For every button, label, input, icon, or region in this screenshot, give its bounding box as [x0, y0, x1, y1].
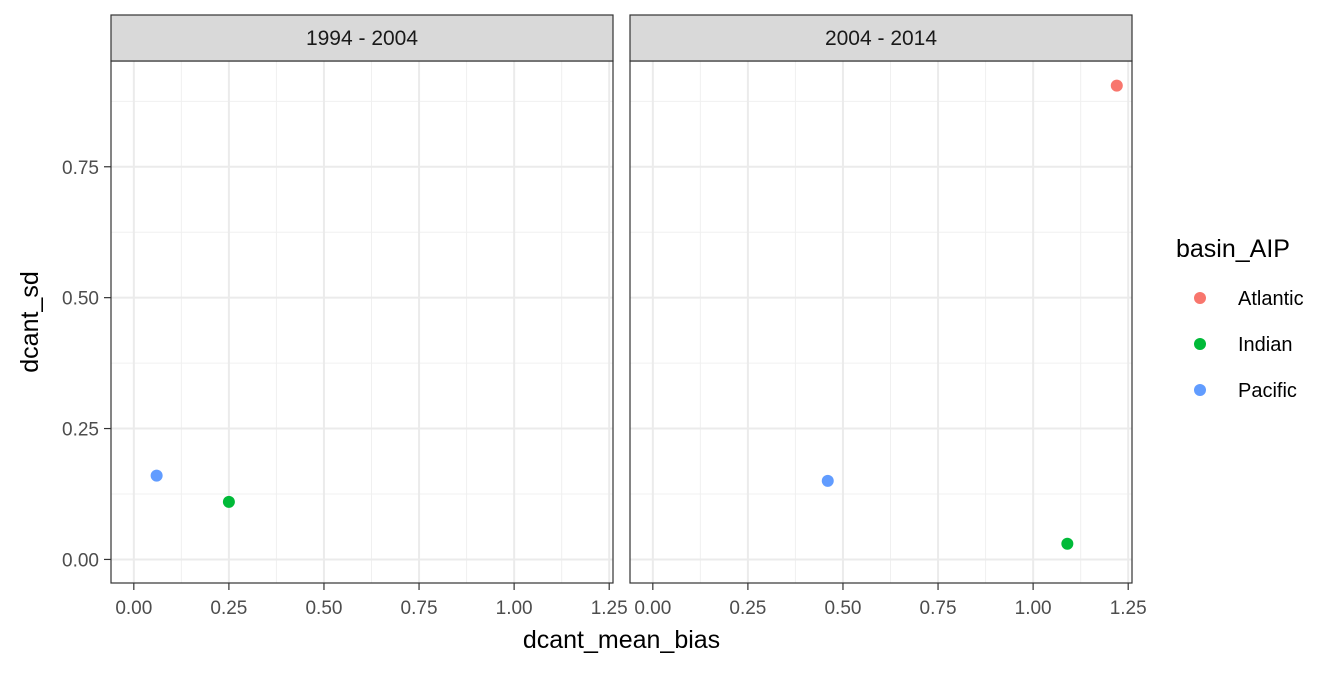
- x-tick-label: 1.25: [1110, 598, 1147, 619]
- facet-strip-label: 1994 - 2004: [306, 27, 418, 50]
- panel-background: [111, 61, 613, 583]
- facet-strip-label: 2004 - 2014: [825, 27, 937, 50]
- x-tick-label: 0.25: [210, 598, 247, 619]
- x-axis-title: dcant_mean_bias: [523, 626, 720, 654]
- facet-panel: 1994 - 2004 0.00 0.25 0.50 0.75 1.00 1.25 0.00 0…: [62, 14, 628, 619]
- legend-label-pacific: Pacific: [1238, 380, 1297, 402]
- y-tick-label: 0.75: [62, 158, 99, 179]
- data-point-indian: [1061, 537, 1074, 550]
- y-tick-label: 0.50: [62, 289, 99, 310]
- data-point-pacific: [821, 474, 834, 487]
- y-axis-title: dcant_sd: [16, 271, 44, 372]
- y-tick-label: 0.00: [62, 550, 99, 571]
- data-point-indian: [222, 495, 235, 508]
- facet-strip: [629, 14, 1133, 62]
- x-tick-label: 0.50: [305, 598, 342, 619]
- legend-key-indian: [1194, 338, 1206, 350]
- facet-panel: 2004 - 2014 0.00 0.25 0.50 0.75 1.00 1.25: [629, 14, 1147, 619]
- legend-key-atlantic: [1194, 292, 1206, 304]
- data-point-atlantic: [1110, 79, 1123, 92]
- x-tick-label: 0.50: [824, 598, 861, 619]
- x-tick-label: 0.75: [920, 598, 957, 619]
- legend-title: basin_AIP: [1176, 235, 1290, 263]
- x-tick-label: 1.00: [1015, 598, 1052, 619]
- x-tick-label: 0.00: [634, 598, 671, 619]
- panel-background: [630, 61, 1132, 583]
- legend-key-pacific: [1194, 384, 1206, 396]
- x-tick-label: 0.75: [401, 598, 438, 619]
- data-point-pacific: [150, 469, 163, 482]
- y-tick-label: 0.25: [62, 420, 99, 441]
- x-tick-label: 1.00: [496, 598, 533, 619]
- x-tick-label: 0.00: [115, 598, 152, 619]
- x-tick-label: 1.25: [591, 598, 628, 619]
- legend: basin_AIP Atlantic Indian Pacific: [1176, 235, 1304, 402]
- x-tick-label: 0.25: [729, 598, 766, 619]
- legend-label-atlantic: Atlantic: [1238, 288, 1304, 310]
- facet-strip: [110, 14, 614, 62]
- legend-label-indian: Indian: [1238, 334, 1293, 356]
